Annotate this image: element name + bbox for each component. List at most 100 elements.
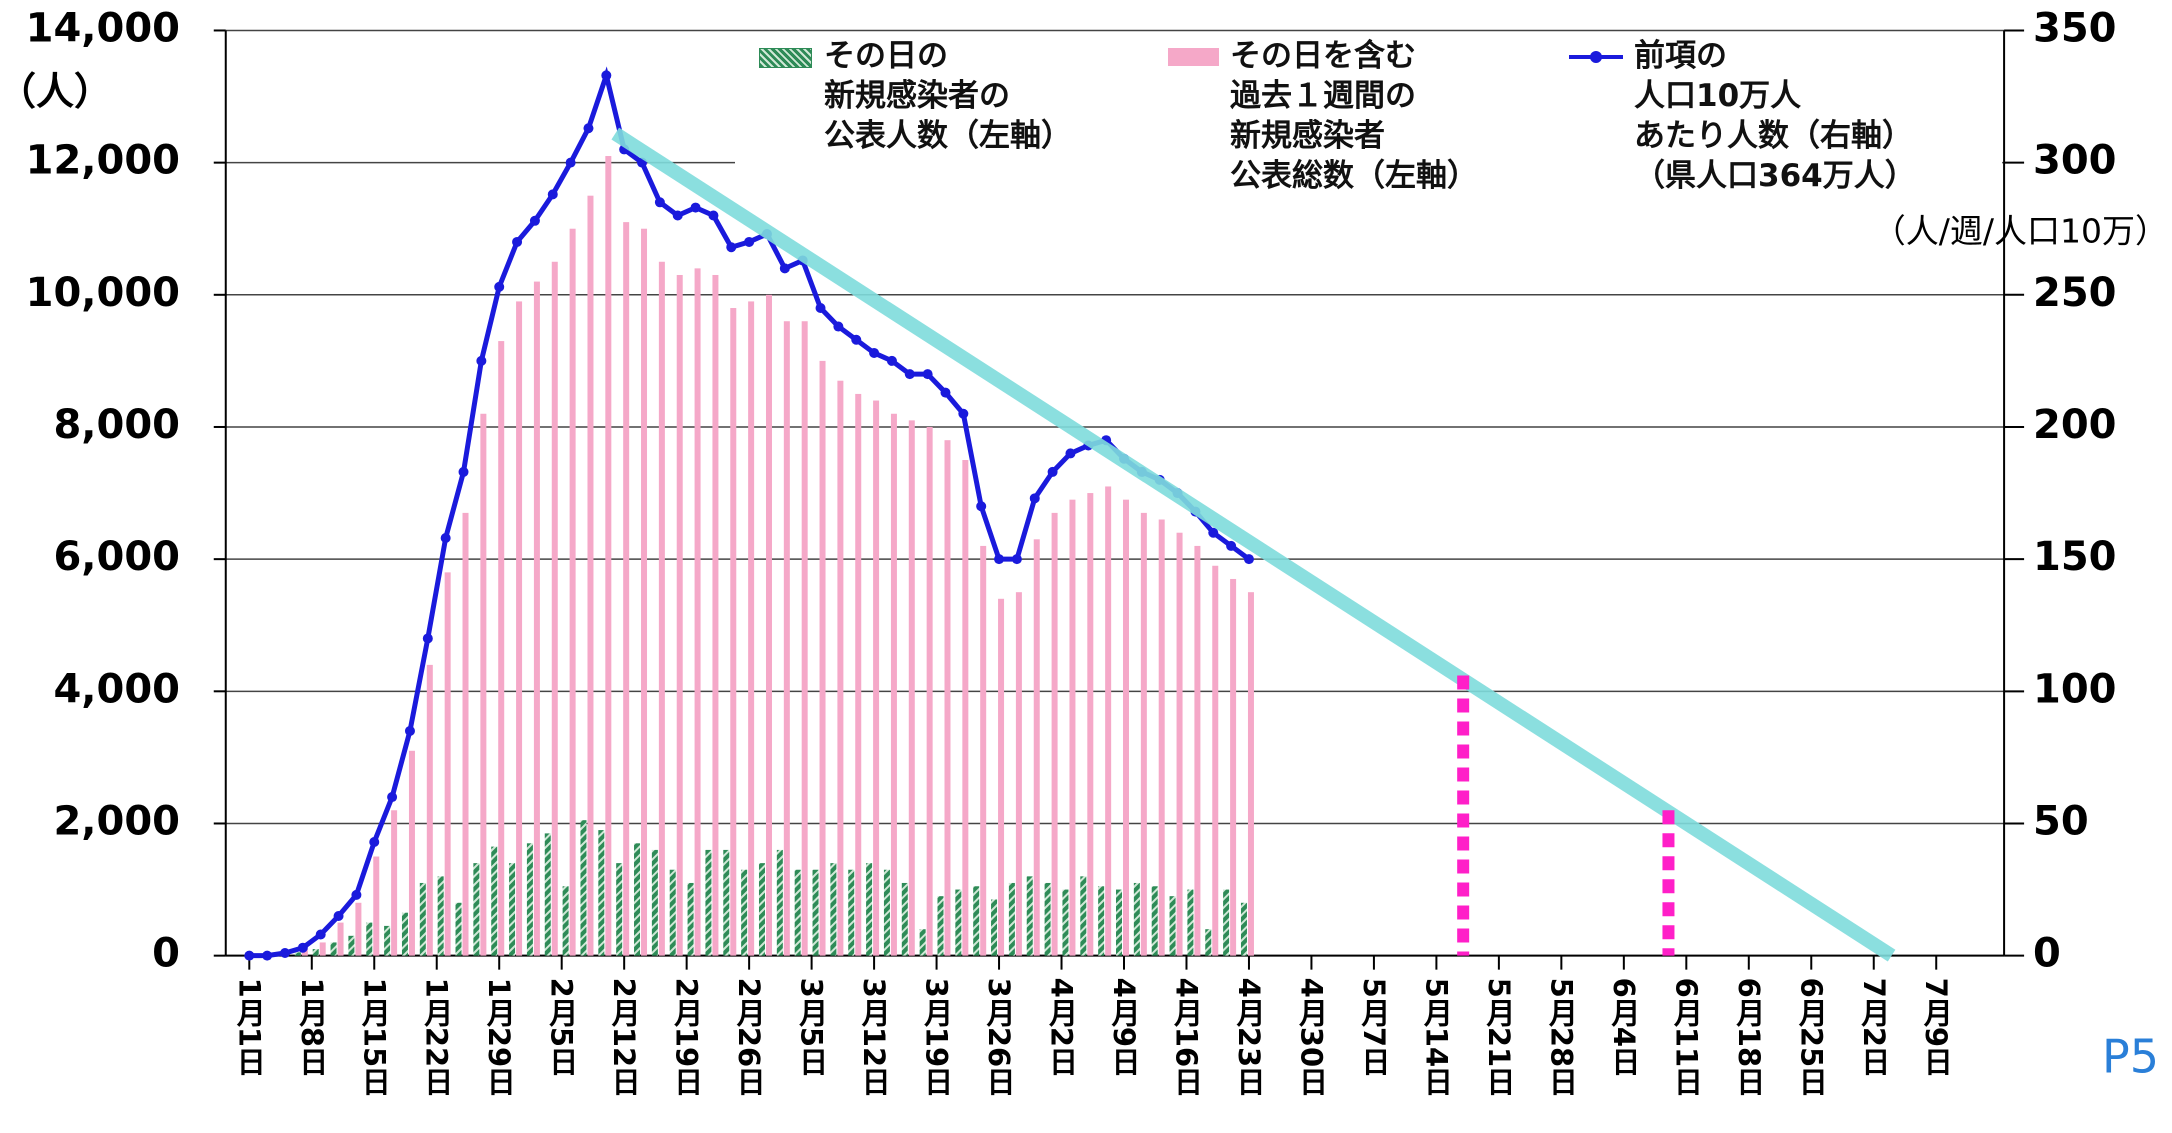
point [494, 281, 505, 292]
point [512, 236, 523, 247]
bar [819, 360, 826, 956]
bar [758, 863, 765, 956]
point [922, 369, 933, 380]
y2-tick-label: 150 [2033, 534, 2117, 580]
bar [765, 294, 772, 956]
bar [1140, 512, 1147, 956]
point [422, 633, 433, 644]
x-tick-label: 4月16日 [1169, 978, 1204, 1097]
bar [783, 321, 790, 956]
point [529, 215, 540, 226]
point [994, 554, 1005, 565]
bar [1062, 889, 1069, 956]
bar [509, 863, 516, 956]
bar [366, 922, 373, 956]
x-tick-label: 5月21日 [1482, 978, 1517, 1097]
bar [955, 889, 962, 956]
y2-tick-label: 0 [2033, 931, 2061, 977]
bar [1008, 882, 1015, 956]
y-tick-label: 6,000 [53, 534, 180, 580]
bar [962, 460, 969, 956]
bar [355, 902, 362, 956]
y-tick-label: 0 [152, 931, 180, 977]
point [779, 263, 790, 274]
point [547, 189, 558, 200]
x-tick-label: 3月12日 [857, 978, 892, 1097]
bar [919, 929, 926, 956]
point [280, 948, 291, 959]
bar [1169, 896, 1176, 956]
bar [730, 308, 737, 956]
y2-tick-label: 300 [2033, 138, 2117, 184]
x-tick-label: 1月1日 [232, 978, 266, 1076]
bar [883, 869, 890, 956]
point [904, 369, 915, 380]
bar [473, 863, 480, 956]
bar [1247, 592, 1254, 956]
bar [1033, 539, 1040, 956]
bar [776, 849, 783, 956]
y2-tick-label: 50 [2033, 798, 2089, 844]
x-tick-label: 1月15日 [357, 978, 392, 1097]
bar [373, 856, 380, 956]
bar [337, 922, 344, 956]
point [726, 242, 737, 253]
y-tick-label: 12,000 [26, 138, 180, 184]
bar [533, 281, 540, 956]
bar [408, 750, 415, 956]
bar [491, 846, 498, 956]
y2-tick-label: 350 [2033, 5, 2117, 51]
y2-tick-label: 250 [2033, 270, 2117, 316]
bar [498, 341, 505, 956]
bar [1116, 889, 1123, 956]
bar [1123, 499, 1130, 956]
x-tick-label: 6月18日 [1732, 978, 1767, 1097]
point [601, 70, 612, 81]
bar [944, 440, 951, 956]
bar [705, 849, 712, 956]
x-tick-label: 5月7日 [1357, 978, 1392, 1076]
y-tick-label: 14,000 [26, 5, 180, 51]
bar [391, 810, 398, 956]
point [869, 347, 880, 358]
bar [384, 925, 391, 956]
point [1243, 554, 1254, 565]
bar [401, 912, 408, 956]
bar [1098, 886, 1105, 956]
bar [855, 393, 862, 956]
point [458, 466, 469, 477]
bar [330, 942, 337, 956]
bar [1069, 499, 1076, 956]
point [654, 197, 665, 208]
x-tick-label: 2月12日 [607, 978, 642, 1097]
x-tick-label: 4月30日 [1294, 978, 1329, 1097]
x-tick-label: 3月26日 [982, 978, 1017, 1097]
bar [658, 261, 665, 956]
bar [991, 899, 998, 956]
y-tick-label: 8,000 [53, 402, 180, 448]
x-tick-label: 4月23日 [1232, 978, 1267, 1097]
bar [641, 228, 648, 956]
point [958, 408, 969, 419]
x-tick-label: 6月11日 [1669, 978, 1704, 1097]
bar [319, 942, 326, 956]
point [1226, 540, 1237, 551]
x-tick-label: 6月25日 [1794, 978, 1829, 1097]
bar [873, 400, 880, 956]
point [886, 355, 897, 366]
legend-swatch [759, 48, 812, 68]
bar [437, 876, 444, 956]
point [672, 210, 683, 221]
bar [569, 228, 576, 956]
y-tick-label: 10,000 [26, 270, 180, 316]
bar [901, 882, 908, 956]
bar [462, 512, 469, 956]
point [1065, 448, 1076, 459]
bar [1212, 565, 1219, 956]
point [833, 321, 844, 332]
legend-label: その日の 新規感染者の 公表人数（左軸） [824, 38, 1072, 154]
x-tick-label: 6月4日 [1607, 978, 1642, 1076]
bar [1176, 532, 1183, 956]
